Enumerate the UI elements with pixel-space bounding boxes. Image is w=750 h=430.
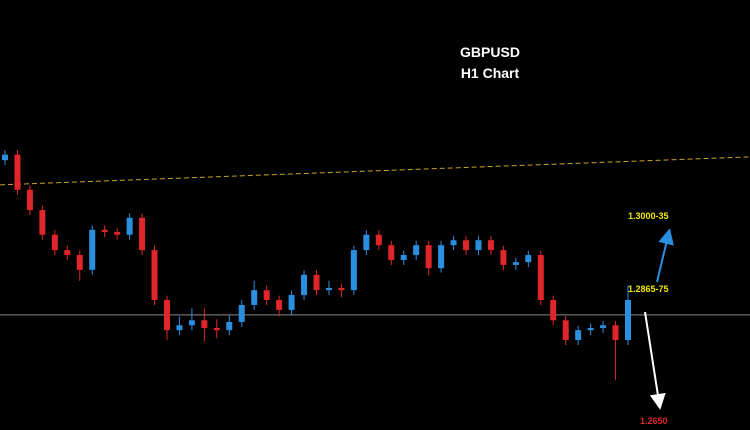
- candle-body: [587, 327, 594, 331]
- candle-body: [51, 234, 58, 251]
- candle-body: [163, 300, 170, 331]
- candle-body: [463, 240, 470, 251]
- candle-body: [388, 245, 395, 260]
- up-arrow: [656, 228, 674, 283]
- candle-body: [612, 325, 619, 341]
- candle-body: [276, 300, 283, 310]
- candle-body: [500, 250, 507, 265]
- plot-area: [0, 150, 750, 381]
- candle-body: [251, 290, 258, 305]
- candle-body: [475, 240, 482, 251]
- candle-body: [550, 300, 557, 321]
- candle-body: [400, 255, 407, 260]
- candle-body: [512, 262, 519, 265]
- candle-body: [188, 320, 195, 326]
- chart-subtitle: H1 Chart: [461, 65, 520, 81]
- target-label: 1.2650: [640, 416, 668, 426]
- candle-body: [363, 234, 370, 251]
- candle-body: [26, 189, 33, 211]
- target-label: 1.3000-35: [628, 211, 669, 221]
- candle-body: [413, 245, 420, 256]
- level-label: 1.2865-75: [628, 284, 669, 294]
- candle-body: [325, 287, 332, 291]
- candle-body: [64, 250, 71, 256]
- trendline: [0, 156, 750, 186]
- candle-body: [375, 234, 382, 246]
- candle-body: [600, 325, 607, 328]
- candle-body: [562, 320, 569, 341]
- candle-body: [126, 217, 133, 235]
- candle-body: [338, 287, 345, 291]
- candle-body: [139, 217, 146, 251]
- candle-body: [487, 240, 494, 251]
- candle-body: [425, 245, 432, 269]
- candle-body: [2, 154, 8, 161]
- candle-body: [226, 321, 233, 331]
- candle-body: [213, 327, 220, 331]
- candle-body: [525, 255, 532, 263]
- candle-body: [301, 274, 308, 296]
- down-arrow: [644, 311, 666, 410]
- candle-body: [201, 320, 208, 328]
- candle-body: [39, 210, 46, 235]
- candle-body: [263, 290, 270, 301]
- chart-title: GBPUSD: [460, 44, 520, 60]
- candle-body: [176, 325, 183, 331]
- candle-body: [625, 300, 631, 341]
- candle-body: [101, 229, 108, 233]
- candle-body: [350, 250, 357, 291]
- candle-body: [151, 250, 158, 301]
- candle-body: [537, 255, 544, 301]
- candle-body: [288, 295, 295, 310]
- candle-body: [238, 304, 245, 322]
- candle-body: [575, 330, 582, 341]
- candle-body: [438, 245, 445, 269]
- candle-body: [450, 240, 457, 246]
- candle-body: [76, 255, 83, 270]
- candle-body: [89, 229, 96, 270]
- candle-body: [14, 154, 21, 190]
- candle-body: [114, 232, 121, 235]
- candle-body: [313, 274, 320, 291]
